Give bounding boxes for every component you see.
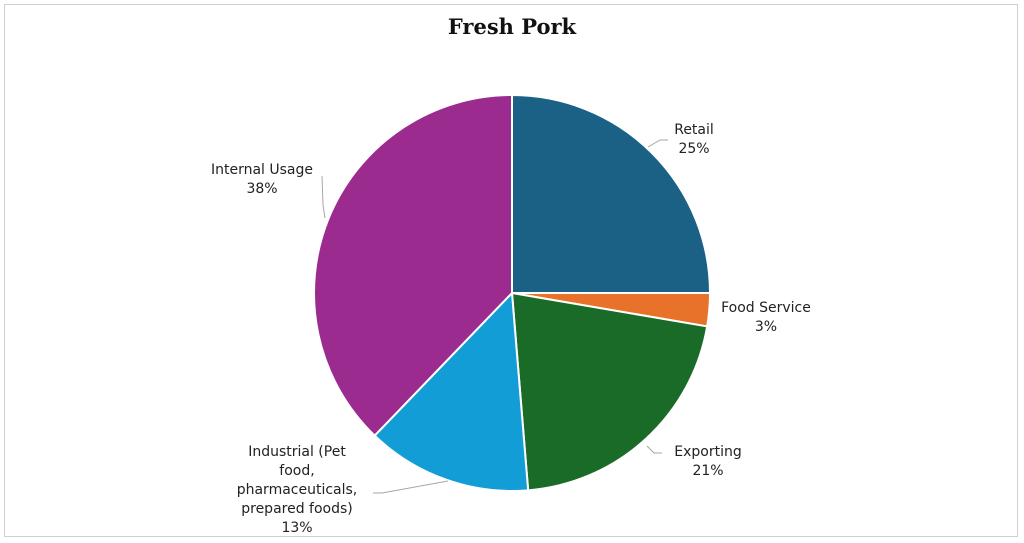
data-label-industrial: Industrial (Pet food, pharmaceuticals, prep… [237, 444, 358, 536]
data-label-exporting: Exporting 21% [674, 444, 741, 479]
leader-line-internal [321, 175, 326, 219]
pie-slice-exporting [510, 291, 709, 492]
leader-line-industrial [373, 480, 449, 494]
pie-slice-industrial [373, 290, 530, 492]
pie-slice-retail [511, 93, 712, 294]
leader-line-exporting [646, 445, 662, 454]
pie-slice-internal [313, 93, 513, 438]
leader-line-retail [647, 139, 668, 148]
data-label-retail: Retail 25% [674, 122, 714, 157]
data-label-internal: Internal Usage 38% [211, 162, 313, 197]
chart-title: Fresh Pork [447, 14, 577, 39]
data-label-food: Food Service 3% [721, 300, 811, 335]
